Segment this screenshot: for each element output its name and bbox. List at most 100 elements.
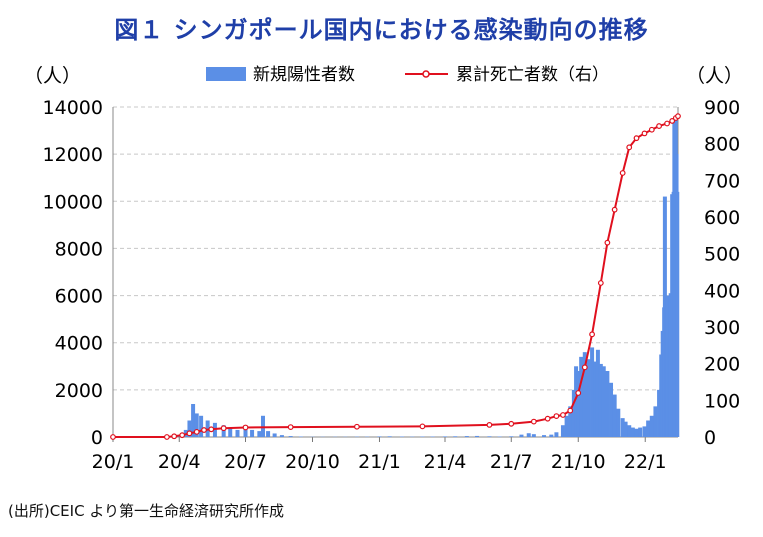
y-right-tick-label: 600	[704, 207, 740, 229]
line-marker	[675, 113, 681, 120]
bar-new-cases	[475, 435, 480, 437]
line-marker	[553, 413, 560, 420]
x-tick-label: 21/7	[490, 451, 533, 473]
line-marker	[633, 135, 640, 142]
legend-bar-swatch	[206, 67, 246, 81]
source-note: (出所)CEIC より第一生命経済研究所作成	[8, 502, 285, 520]
bar-new-cases	[653, 406, 658, 437]
line-marker	[486, 422, 493, 428]
legend-line-marker	[422, 70, 430, 78]
bar-new-cases	[564, 415, 569, 437]
bar-new-cases	[571, 389, 576, 437]
bar-new-cases	[595, 349, 600, 437]
bar-new-cases	[568, 406, 573, 437]
bar-new-cases	[593, 361, 598, 437]
y-left-unit: （人）	[24, 65, 81, 87]
bar-new-cases	[623, 421, 628, 437]
line-marker	[575, 390, 582, 396]
bar-new-cases	[612, 394, 617, 437]
bar-new-cases	[574, 366, 579, 437]
line-marker	[611, 206, 618, 213]
line-marker	[508, 420, 515, 427]
x-tick-label: 21/10	[551, 451, 606, 473]
bar-new-cases	[582, 352, 587, 437]
y-right-tick-label: 900	[704, 97, 740, 119]
bar-new-cases	[638, 427, 643, 437]
bar-new-cases	[649, 415, 654, 437]
bar-new-cases	[526, 433, 531, 437]
bar-new-cases	[266, 431, 271, 437]
line-marker	[201, 427, 207, 433]
legend-bar-label: 新規陽性者数	[253, 65, 355, 85]
bar-new-cases	[609, 382, 614, 437]
line-marker	[669, 118, 676, 124]
line-marker	[220, 425, 227, 432]
bar-new-cases	[250, 429, 255, 437]
bar-new-cases	[560, 425, 565, 437]
line-marker	[656, 123, 662, 129]
line-marker	[589, 331, 595, 338]
line-marker	[110, 434, 116, 440]
y-left-tick-label: 4000	[55, 333, 103, 355]
line-marker	[179, 432, 186, 439]
bar-new-cases	[630, 427, 635, 437]
y-left-tick-label: 6000	[55, 286, 103, 308]
bar-new-cases	[601, 366, 606, 437]
y-right-tick-label: 500	[704, 244, 740, 266]
line-marker	[648, 126, 655, 133]
line-marker	[530, 418, 537, 425]
line-marker	[171, 433, 178, 440]
x-tick-label: 21/1	[358, 451, 401, 473]
line-marker	[544, 415, 551, 422]
y-right-tick-label: 0	[704, 427, 716, 449]
bar-new-cases	[657, 389, 662, 437]
bar-new-cases	[634, 428, 639, 437]
bar-new-cases	[453, 436, 458, 437]
bar-new-cases	[187, 420, 192, 437]
line-marker	[163, 434, 170, 440]
bar-new-cases	[199, 415, 204, 437]
bar-new-cases	[642, 426, 647, 437]
bar-new-cases	[221, 425, 226, 437]
bar-new-cases	[579, 356, 584, 437]
y-right-unit: （人）	[686, 65, 743, 87]
line-marker	[664, 120, 670, 127]
bar-new-cases	[598, 363, 603, 437]
bar-new-cases	[235, 429, 240, 437]
y-right-tick-label: 200	[704, 354, 740, 376]
chart-title: 図１ シンガポール国内における感染動向の推移	[114, 16, 649, 44]
x-tick-label: 21/4	[424, 451, 467, 473]
bar-new-cases	[279, 435, 284, 437]
y-left-tick-label: 10000	[43, 191, 103, 213]
line-marker	[560, 412, 566, 418]
bar-new-cases	[519, 434, 524, 437]
line-marker	[619, 170, 626, 176]
bar-new-cases	[590, 347, 595, 437]
bar-new-cases	[549, 434, 554, 437]
bar-new-cases	[377, 436, 382, 437]
bar-new-cases	[542, 435, 547, 437]
bar-new-cases	[616, 408, 621, 437]
line-marker	[604, 239, 611, 246]
x-tick-label: 20/7	[224, 451, 267, 473]
bar-new-cases	[675, 191, 680, 437]
y-left-tick-label: 14000	[43, 97, 103, 119]
bar-new-cases	[586, 359, 591, 437]
line-marker	[287, 424, 294, 431]
line-marker	[567, 407, 574, 414]
line-marker	[626, 144, 633, 151]
line-marker	[186, 430, 193, 437]
line-marker	[208, 426, 215, 433]
bar-new-cases	[627, 425, 632, 437]
bar-new-cases	[191, 404, 196, 437]
y-right-tick-label: 100	[704, 390, 740, 412]
line-marker	[597, 280, 604, 286]
line-marker	[242, 424, 249, 431]
line-marker	[419, 423, 426, 430]
y-right-tick-label: 800	[704, 134, 740, 156]
x-tick-label: 20/4	[158, 451, 201, 473]
y-right-tick-label: 300	[704, 317, 740, 339]
bar-new-cases	[288, 436, 293, 437]
x-tick-label: 20/1	[92, 451, 135, 473]
bar-new-cases	[487, 436, 492, 437]
